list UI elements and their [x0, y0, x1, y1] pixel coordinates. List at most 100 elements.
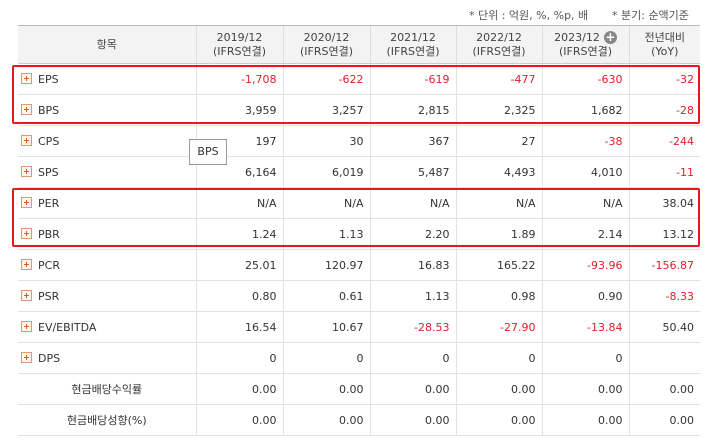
plus-box-icon[interactable] [21, 259, 32, 270]
row-label-cell[interactable]: DPS [18, 342, 196, 374]
value-cell: 3,257 [282, 94, 370, 126]
period-header: 2023/12 + (IFRS연결) [541, 25, 629, 64]
row-label-cell[interactable]: PER [18, 187, 196, 219]
value-cell: 120.97 [282, 249, 370, 281]
yoy-cell: -8.33 [628, 280, 700, 312]
value-cell: N/A [541, 187, 629, 219]
value-cell: 0.80 [195, 280, 283, 312]
value-cell: N/A [282, 187, 370, 219]
value-cell: 0.90 [541, 280, 629, 312]
plus-box-icon[interactable] [21, 104, 32, 115]
table-row: 현금배당수익률 0.00 0.00 0.00 0.00 0.00 0.00 [18, 373, 700, 405]
plus-circle-icon[interactable]: + [603, 30, 617, 44]
row-label-cell: 현금배당성향(%) [18, 404, 196, 436]
value-cell: 0.61 [282, 280, 370, 312]
plus-box-icon[interactable] [21, 321, 32, 332]
value-cell: 0.00 [282, 373, 370, 405]
yoy-cell: 50.40 [628, 311, 700, 343]
value-cell: N/A [455, 187, 542, 219]
value-cell: 5,487 [369, 156, 456, 188]
yoy-cell: -28 [628, 94, 700, 126]
row-label: DPS [38, 351, 61, 365]
value-cell: 0.00 [455, 373, 542, 405]
yoy-cell: 0.00 [628, 373, 700, 405]
table-row: PER N/A N/A N/A N/A N/A 38.04 [18, 187, 700, 219]
value-cell: -38 [541, 125, 629, 157]
value-cell: 2,325 [455, 94, 542, 126]
row-label: 현금배당성향(%) [66, 414, 147, 427]
row-label: PSR [38, 289, 60, 303]
value-cell: 1.13 [369, 280, 456, 312]
value-cell: 1.89 [455, 218, 542, 250]
value-cell: 367 [369, 125, 456, 157]
value-cell: 3,959 [195, 94, 283, 126]
value-cell: 2.14 [541, 218, 629, 250]
row-label-cell[interactable]: EV/EBITDA [18, 311, 196, 343]
item-header: 항목 [18, 25, 196, 64]
table-row: EV/EBITDA 16.54 10.67 -28.53 -27.90 -13.84 50.… [18, 311, 700, 343]
period-header: 2022/12 (IFRS연결) [455, 25, 542, 64]
plus-box-icon[interactable] [21, 290, 32, 301]
value-cell: 0.00 [195, 404, 283, 436]
row-label-cell[interactable]: PSR [18, 280, 196, 312]
value-cell: 0 [455, 342, 542, 374]
yoy-cell [628, 342, 700, 374]
row-label: SPS [38, 165, 59, 179]
value-cell: 0.00 [369, 404, 456, 436]
value-cell: 0.00 [541, 373, 629, 405]
row-label-cell[interactable]: PBR [18, 218, 196, 250]
period-header: 2021/12 (IFRS연결) [369, 25, 456, 64]
plus-box-icon[interactable] [21, 166, 32, 177]
value-cell: 27 [455, 125, 542, 157]
row-label-cell[interactable]: CPS [18, 125, 196, 157]
value-cell: 1.13 [282, 218, 370, 250]
row-label-cell[interactable]: PCR [18, 249, 196, 281]
value-cell: 25.01 [195, 249, 283, 281]
value-cell: -630 [541, 63, 629, 95]
row-label: BPS [38, 103, 60, 117]
value-cell: N/A [195, 187, 283, 219]
value-cell: -93.96 [541, 249, 629, 281]
row-label-cell: 현금배당수익률 [18, 373, 196, 405]
value-cell: 0 [541, 342, 629, 374]
table-row: EPS -1,708 -622 -619 -477 -630 -32 [18, 63, 700, 95]
value-cell: 1,682 [541, 94, 629, 126]
period-header: 2020/12 (IFRS연결) [282, 25, 370, 64]
value-cell: 2,815 [369, 94, 456, 126]
plus-box-icon[interactable] [21, 352, 32, 363]
row-label: EV/EBITDA [38, 320, 97, 334]
value-cell: 0.00 [282, 404, 370, 436]
value-cell: 165.22 [455, 249, 542, 281]
table-row: CPS 197 30 367 27 -38 -244 [18, 125, 700, 157]
yoy-cell: 38.04 [628, 187, 700, 219]
value-cell: -27.90 [455, 311, 542, 343]
value-cell: 0.00 [455, 404, 542, 436]
value-cell: 2.20 [369, 218, 456, 250]
table-row: PBR 1.24 1.13 2.20 1.89 2.14 13.12 [18, 218, 700, 250]
row-label: PBR [38, 227, 60, 241]
row-label: PER [38, 196, 60, 210]
header-row: 항목 2019/12 (IFRS연결) 2020/12 (IFRS연결) 2021/… [18, 25, 700, 64]
value-cell: 0.98 [455, 280, 542, 312]
row-label-cell[interactable]: BPS [18, 94, 196, 126]
value-cell: 30 [282, 125, 370, 157]
value-cell: 10.67 [282, 311, 370, 343]
yoy-cell: -32 [628, 63, 700, 95]
plus-box-icon[interactable] [21, 197, 32, 208]
plus-box-icon[interactable] [21, 228, 32, 239]
row-label-cell[interactable]: SPS [18, 156, 196, 188]
value-cell: 4,493 [455, 156, 542, 188]
value-cell: 0.00 [195, 373, 283, 405]
table-row: SPS 6,164 6,019 5,487 4,493 4,010 -11 [18, 156, 700, 188]
row-label-cell[interactable]: EPS [18, 63, 196, 95]
table-row: 현금배당성향(%) 0.00 0.00 0.00 0.00 0.00 0.00 [18, 404, 700, 436]
plus-box-icon[interactable] [21, 73, 32, 84]
value-cell: 0 [282, 342, 370, 374]
value-cell: 0.00 [369, 373, 456, 405]
yoy-cell: -11 [628, 156, 700, 188]
yoy-cell: 0.00 [628, 404, 700, 436]
value-cell: -1,708 [195, 63, 283, 95]
value-cell: 0.00 [541, 404, 629, 436]
plus-box-icon[interactable] [21, 135, 32, 146]
period-header: 2019/12 (IFRS연결) [195, 25, 283, 64]
